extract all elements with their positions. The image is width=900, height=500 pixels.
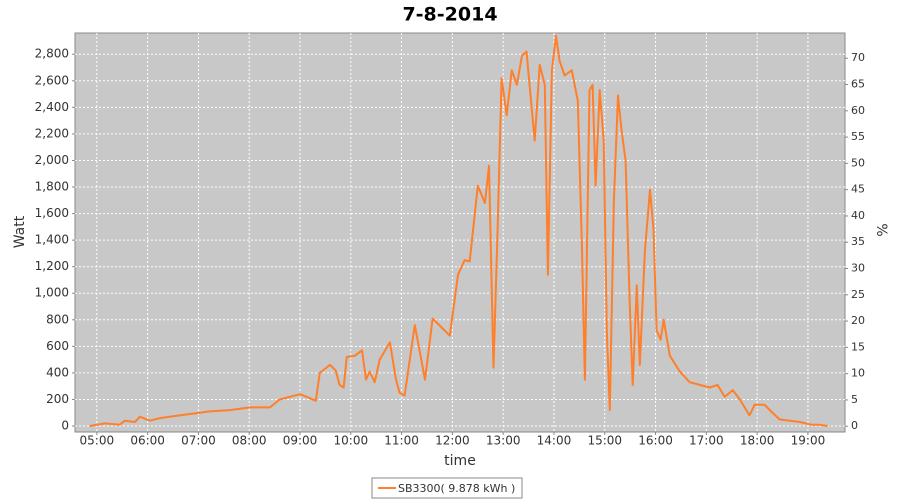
chart-title: 7-8-2014 <box>402 4 497 26</box>
y2-tick-label: 30 <box>851 262 865 275</box>
y2-tick-label: 20 <box>851 314 865 327</box>
y-tick-label: 1,600 <box>35 206 69 220</box>
x-tick-label: 11:00 <box>384 434 419 448</box>
x-tick-label: 07:00 <box>181 434 216 448</box>
x-tick-label: 18:00 <box>740 434 775 448</box>
y2-tick-label: 5 <box>851 393 858 406</box>
x-tick-label: 09:00 <box>283 434 318 448</box>
x-tick-label: 06:00 <box>130 434 165 448</box>
x-tick-label: 13:00 <box>486 434 521 448</box>
x-tick-label: 08:00 <box>232 434 267 448</box>
y-tick-label: 0 <box>61 419 69 433</box>
y2-axis-title: % <box>873 223 889 236</box>
y-tick-label: 2,600 <box>35 73 69 87</box>
x-tick-label: 17:00 <box>689 434 724 448</box>
y2-tick-label: 70 <box>851 51 865 64</box>
x-tick-label: 16:00 <box>638 434 673 448</box>
y-tick-label: 1,400 <box>35 233 69 247</box>
legend-box <box>371 477 523 499</box>
y2-tick-label: 15 <box>851 340 865 353</box>
x-axis-title: time <box>444 453 476 469</box>
y-tick-label: 200 <box>46 392 69 406</box>
y-tick-label: 800 <box>46 312 69 326</box>
y-tick-label: 1,000 <box>35 286 69 300</box>
x-tick-label: 14:00 <box>537 434 572 448</box>
plot-area <box>74 32 846 433</box>
y-tick-label: 2,400 <box>35 100 69 114</box>
y2-tick-label: 40 <box>851 209 865 222</box>
y2-tick-label: 55 <box>851 130 865 143</box>
y-tick-label: 1,200 <box>35 259 69 273</box>
x-tick-label: 10:00 <box>334 434 369 448</box>
y-tick-label: 2,200 <box>35 126 69 140</box>
y-tick-label: 2,800 <box>35 47 69 61</box>
y-axis-title: Watt <box>12 215 28 248</box>
y-tick-label: 1,800 <box>35 180 69 194</box>
x-tick-label: 15:00 <box>587 434 622 448</box>
legend-label: SB3300( 9.878 kWh ) <box>398 482 515 495</box>
y2-tick-label: 50 <box>851 156 865 169</box>
y-tick-label: 600 <box>46 339 69 353</box>
series-line <box>89 34 828 427</box>
y-tick-label: 400 <box>46 365 69 379</box>
x-tick-label: 05:00 <box>80 434 115 448</box>
x-tick-label: 12:00 <box>435 434 470 448</box>
y2-tick-label: 10 <box>851 367 865 380</box>
y2-tick-label: 45 <box>851 183 865 196</box>
y-tick-label: 2,000 <box>35 153 69 167</box>
x-tick-label: 19:00 <box>791 434 826 448</box>
y2-tick-label: 0 <box>851 419 858 432</box>
y2-tick-label: 25 <box>851 288 865 301</box>
y2-tick-label: 60 <box>851 104 865 117</box>
y2-tick-label: 65 <box>851 78 865 91</box>
y2-tick-label: 35 <box>851 235 865 248</box>
